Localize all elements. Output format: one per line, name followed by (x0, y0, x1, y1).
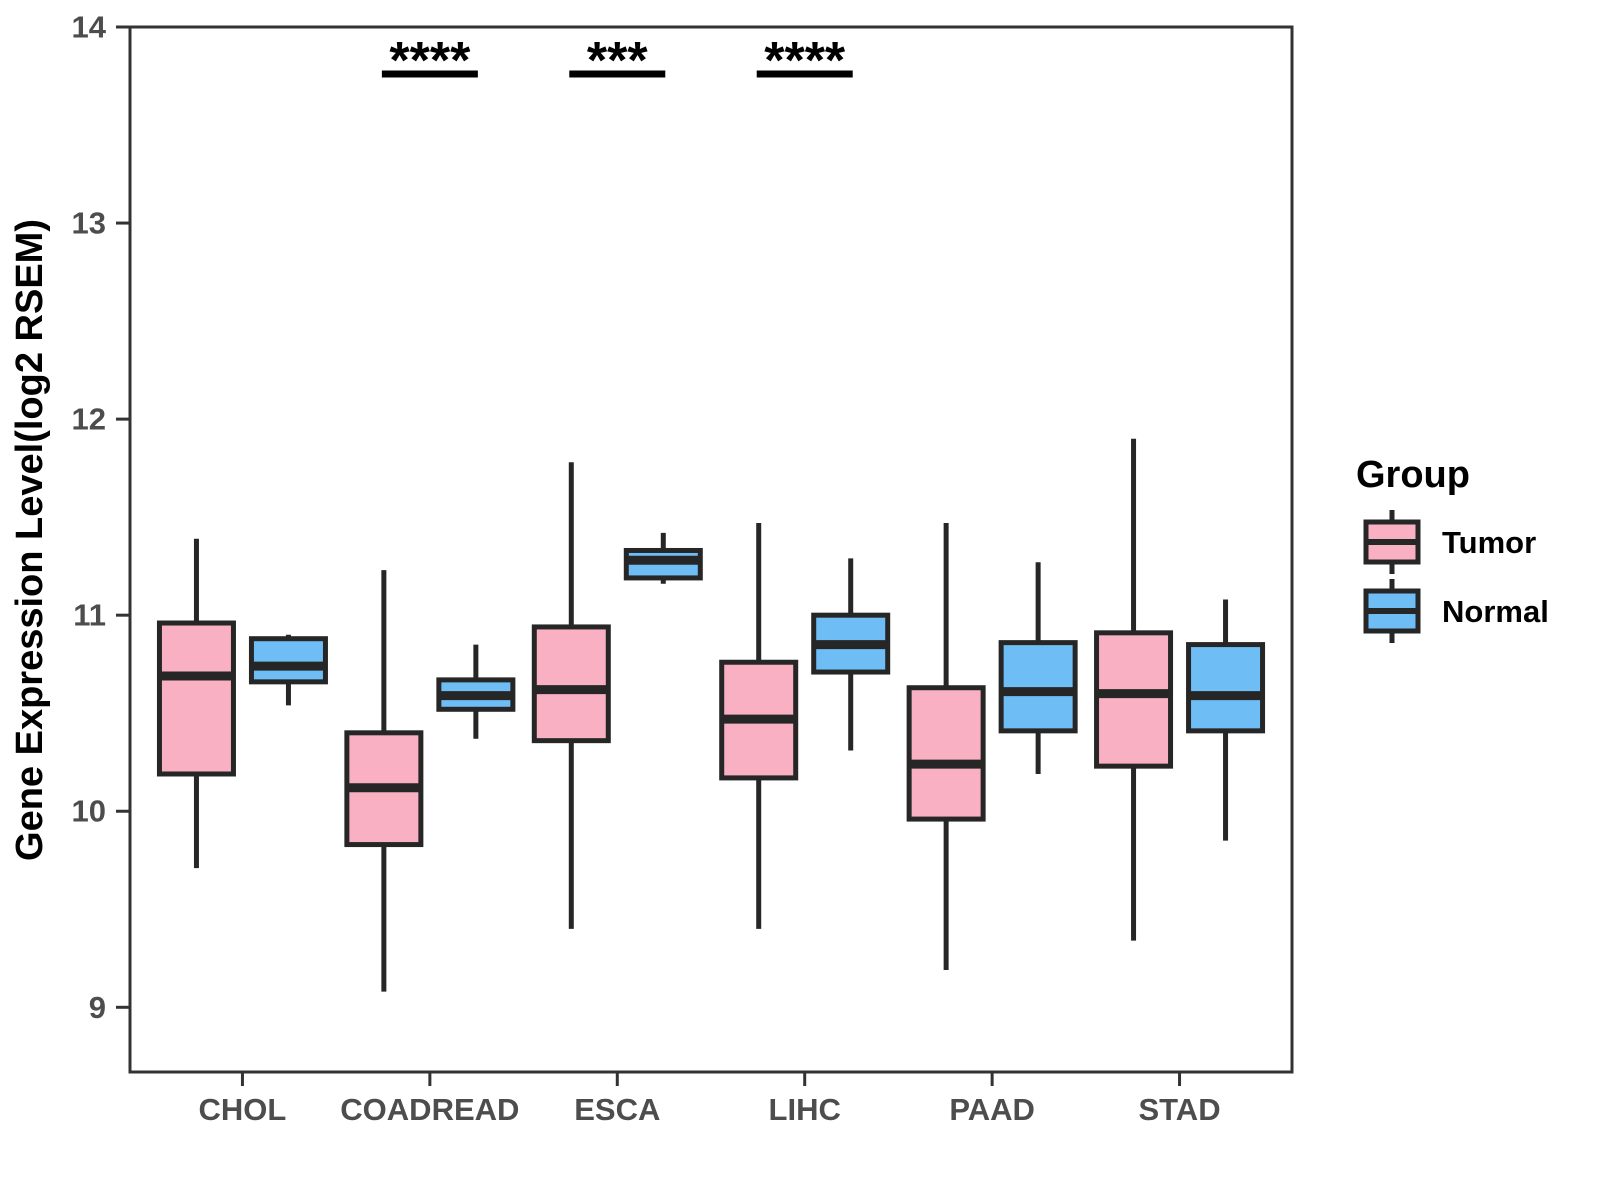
x-tick-label-stad: STAD (1139, 1092, 1221, 1127)
y-tick-label: 10 (72, 794, 106, 829)
y-tick-label: 13 (72, 206, 106, 241)
significance-stars-coadread: **** (389, 32, 471, 90)
x-tick-label-coadread: COADREAD (340, 1092, 519, 1127)
box-normal-stad (1186, 642, 1266, 734)
legend-title: Group (1356, 454, 1470, 496)
box-tumor-chol (156, 620, 236, 777)
box-tumor-stad (1094, 630, 1174, 769)
plot-panel-border (128, 25, 1294, 1074)
y-axis-title: Gene Expression Level(log2 RSEM) (9, 219, 51, 861)
box-tumor-esca (531, 624, 611, 744)
box-normal-chol (248, 636, 328, 685)
legend-label-normal: Normal (1442, 594, 1549, 629)
y-tick-label: 14 (72, 10, 107, 45)
legend-label-tumor: Tumor (1442, 525, 1536, 560)
box-tumor-paad (906, 685, 986, 822)
y-tick-label: 12 (72, 402, 106, 437)
x-tick-label-paad: PAAD (949, 1092, 1035, 1127)
x-tick-label-chol: CHOL (199, 1092, 287, 1127)
y-tick-label: 9 (89, 990, 106, 1025)
significance-stars-lihc: **** (764, 32, 846, 90)
y-tick-label: 11 (73, 598, 106, 633)
significance-stars-esca: *** (587, 32, 648, 90)
x-tick-label-lihc: LIHC (769, 1092, 841, 1127)
x-tick-label-esca: ESCA (574, 1092, 660, 1127)
box-normal-paad (998, 640, 1078, 734)
